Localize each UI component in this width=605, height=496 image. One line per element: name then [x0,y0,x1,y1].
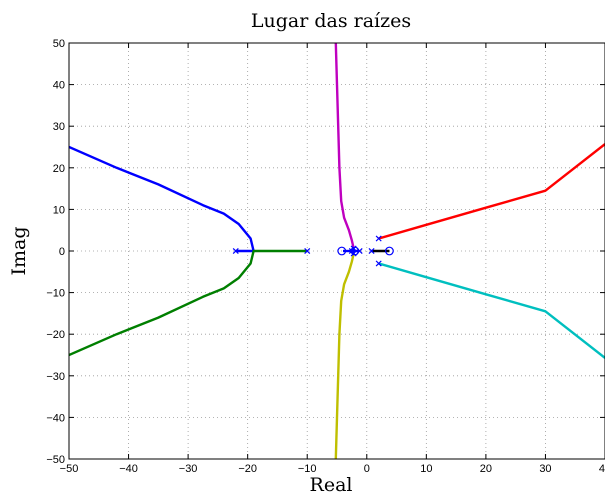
axes-box [68,42,605,460]
locus-branch-1 [378,262,605,359]
chart-title: Lugar das raízes [251,10,411,32]
x-tick-label: 10 [420,463,432,475]
x-tick-label: −40 [119,463,138,475]
zero-marker-0 [337,246,347,256]
pole-marker-6 [368,247,375,255]
ticks: −50 −40 −30 −20 −10 0 10 20 30 40 −50 −40 −30 −20 −10 0… [46,38,605,475]
pole-marker-1 [304,247,311,255]
zero-marker-2 [385,246,394,256]
x-tick-label: −20 [238,463,257,475]
y-tick-label: 50 [53,38,65,50]
y-tick-label: 40 [53,80,65,92]
locus-branch-3 [69,249,308,357]
y-tick-label: −30 [46,371,65,383]
x-tick-label: −50 [60,463,79,475]
y-tick-label: −10 [46,288,65,300]
x-tick-label: −10 [298,463,317,475]
y-tick-label: −20 [46,329,65,341]
y-tick-label: 30 [53,121,65,133]
plot-area [69,43,605,459]
x-tick-label: 20 [480,463,492,475]
y-axis-label: Imag [8,226,30,275]
y-tick-label: 20 [53,163,65,175]
locus-branch-2 [69,145,255,253]
pole-marker-0 [232,247,239,255]
y-tick-label: −40 [46,412,65,424]
locus-branch-4 [334,43,355,249]
x-tick-label: 0 [364,463,370,475]
pole-marker-7 [375,235,382,242]
locus-branch-5 [334,253,355,459]
pole-marker-8 [375,260,382,267]
y-tick-label: 10 [53,204,65,216]
x-tick-label: −30 [179,463,198,475]
locus-branch-0 [378,143,605,240]
x-tick-label: 40 [599,463,605,475]
x-tick-label: 30 [539,463,551,475]
zero-marker-1 [350,246,360,256]
y-tick-label: 0 [59,246,65,258]
x-axis-label: Real [310,474,353,496]
y-tick-label: −50 [46,454,65,466]
